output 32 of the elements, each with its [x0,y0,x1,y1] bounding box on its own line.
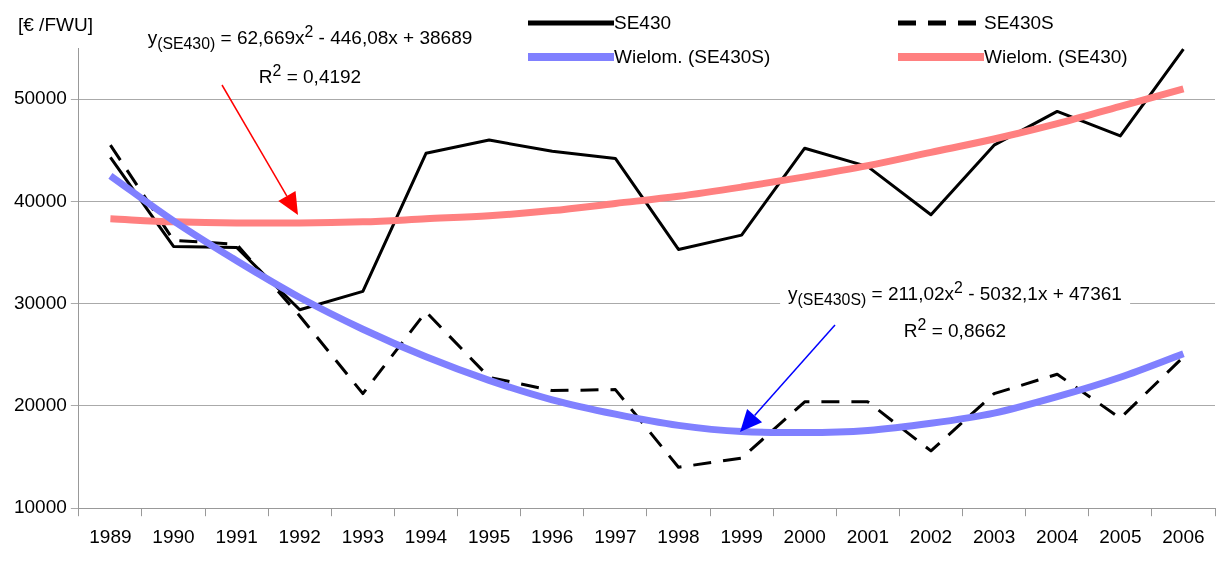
x-tick-label: 1990 [152,525,195,547]
x-tick-label: 1992 [278,525,321,547]
x-tick-label: 2002 [909,525,953,547]
x-tick-label: 1995 [467,525,511,547]
x-tick-label: 1991 [215,525,258,547]
annotation: y$_{(SE430S)}$ = 211,02x$^{2}$ - 5032,1x + 47361 [780,273,1130,315]
x-tick-label: 2001 [846,525,889,547]
x-tick-label: 1993 [341,525,385,547]
x-tick-label: 1989 [89,525,132,547]
x-tick-label: 2004 [1036,525,1079,547]
x-tick-label: 1996 [531,525,574,547]
x-tick-label: 1998 [657,525,700,547]
annotation: R$^{2}$ = 0,4192 [250,56,370,92]
y-tick-label: 20000 [13,394,67,416]
x-tick-label: 2000 [783,525,826,547]
y-tick-label: 10000 [13,496,67,518]
y-tick-label: 30000 [13,291,67,313]
legend-label: SE430S [984,12,1054,34]
y-tick-label: 40000 [13,189,67,211]
x-tick-label: 2005 [1099,525,1142,547]
annotation: R$^{2}$ = 0,8662 [895,310,1015,346]
x-tick-label: 1994 [404,525,448,547]
x-tick-label: 2006 [1162,525,1205,547]
legend-label: Wielom. (SE430S) [614,46,771,68]
x-tick-label: 1997 [594,525,637,547]
x-tick-label: 1999 [720,525,763,547]
legend-label: Wielom. (SE430) [984,46,1128,68]
x-tick-label: 2003 [972,525,1016,547]
y-tick-label: 50000 [13,87,67,109]
y-axis-title: [€ /FWU] [18,14,93,36]
legend-label: SE430 [614,12,672,34]
annotation: y$_{(SE430)}$ = 62,669x$^{2}$ - 446,08x + 38689 [139,17,481,59]
